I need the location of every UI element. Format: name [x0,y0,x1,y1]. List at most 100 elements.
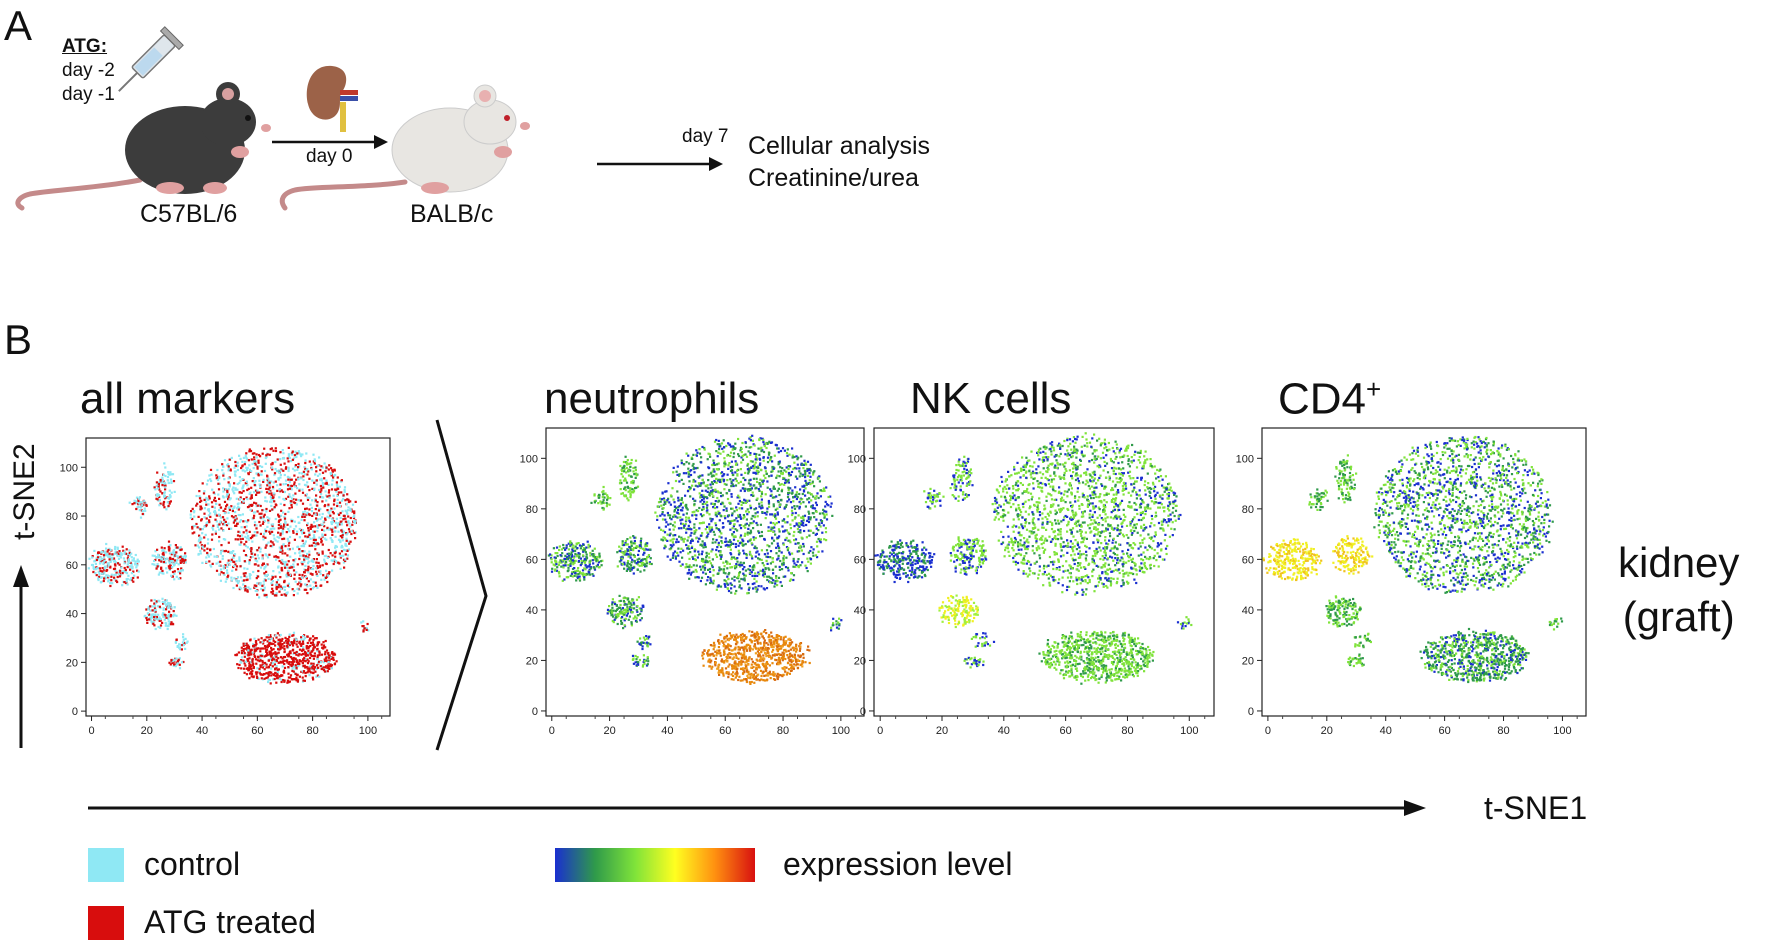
scatter-point [823,489,826,492]
scatter-point [235,568,238,571]
scatter-point [248,575,251,578]
scatter-point [300,530,303,533]
scatter-point [275,587,278,591]
scatter-point [271,485,275,489]
chevron-arrow [435,419,488,751]
scatter-point [730,482,733,485]
scatter-point [259,641,262,644]
scatter-point [118,575,122,578]
scatter-point [295,571,298,574]
scatter-point [772,466,775,469]
scatter-point [264,661,267,665]
scatter-point [162,480,165,483]
scatter-point [331,521,334,524]
scatter-point [264,456,267,460]
scatter-point [241,478,244,481]
scatter-point [690,528,693,531]
scatter-point [166,475,170,479]
scatter-point [740,447,743,450]
scatter-point [312,662,315,665]
scatter-point [312,560,315,563]
scatter-point [685,461,688,464]
scatter-point [205,483,209,486]
scatter-point [740,587,743,590]
scatter-point [684,494,687,497]
scatter-point [113,573,116,577]
scatter-point [270,659,274,662]
scatter-point [234,511,237,514]
scatter-point [320,578,323,581]
scatter-point [798,507,801,510]
scatter-point [301,488,304,491]
scatter-point [267,680,270,684]
scatter-point [790,470,794,474]
scatter-point [712,530,715,533]
scatter-point [153,559,156,562]
scatter-point [822,513,826,516]
scatter-point [180,548,183,551]
scatter-point [791,552,794,555]
scatter-point [153,607,157,610]
scatter-point [306,552,309,555]
scatter-point [161,492,164,495]
scatter-point [268,509,272,512]
scatter-point [231,508,234,511]
scatter-point [168,552,171,555]
scatter-point [150,620,153,623]
scatter-point [334,544,337,548]
scatter-point [297,499,300,502]
scatter-point [730,587,733,590]
scatter-point [136,564,139,567]
scatter-point [213,555,216,558]
scatter-point [731,507,734,510]
scatter-point [758,505,761,508]
scatter-point [321,534,324,537]
scatter-point [325,494,328,497]
scatter-point [722,568,726,571]
scatter-point [246,567,249,570]
scatter-point [707,479,710,482]
scatter-point [113,559,116,562]
scatter-point [94,572,97,575]
scatter-point [257,638,260,641]
plot-title-all-markers: all markers [80,374,296,423]
scatter-point [794,516,797,519]
scatter-point [801,492,804,496]
x-tick-label: 80 [306,725,318,737]
scatter-point [257,582,260,585]
scatter-point [297,462,300,466]
scatter-point [253,531,256,534]
scatter-point [311,544,314,547]
scatter-point [222,490,225,493]
scatter-point [306,592,309,595]
scatter-point [327,491,330,494]
scatter-point [279,642,282,646]
scatter-point [771,467,774,470]
scatter-point [671,556,674,559]
scatter-point [286,457,289,460]
scatter-point [211,526,214,529]
scatter-point [689,473,693,477]
scatter-point [701,445,704,449]
cd4-sup: + [1366,374,1382,404]
scatter-point [305,493,308,496]
scatter-point [709,530,712,533]
scatter-point [798,470,801,473]
scatter-point [731,519,734,522]
scatter-point [316,474,320,477]
scatter-point [269,448,272,451]
scatter-point [161,569,164,572]
scatter-point [197,546,201,549]
scatter-point [755,521,758,525]
scatter-point [227,550,230,553]
scatter-point [807,529,810,532]
scatter-point [753,582,756,585]
scatter-point [754,471,757,474]
scatter-point [735,589,738,593]
scatter-point [742,476,745,480]
scatter-point [777,501,780,504]
scatter-point [717,491,720,494]
scatter-point [310,525,313,529]
scatter-point [334,526,337,529]
